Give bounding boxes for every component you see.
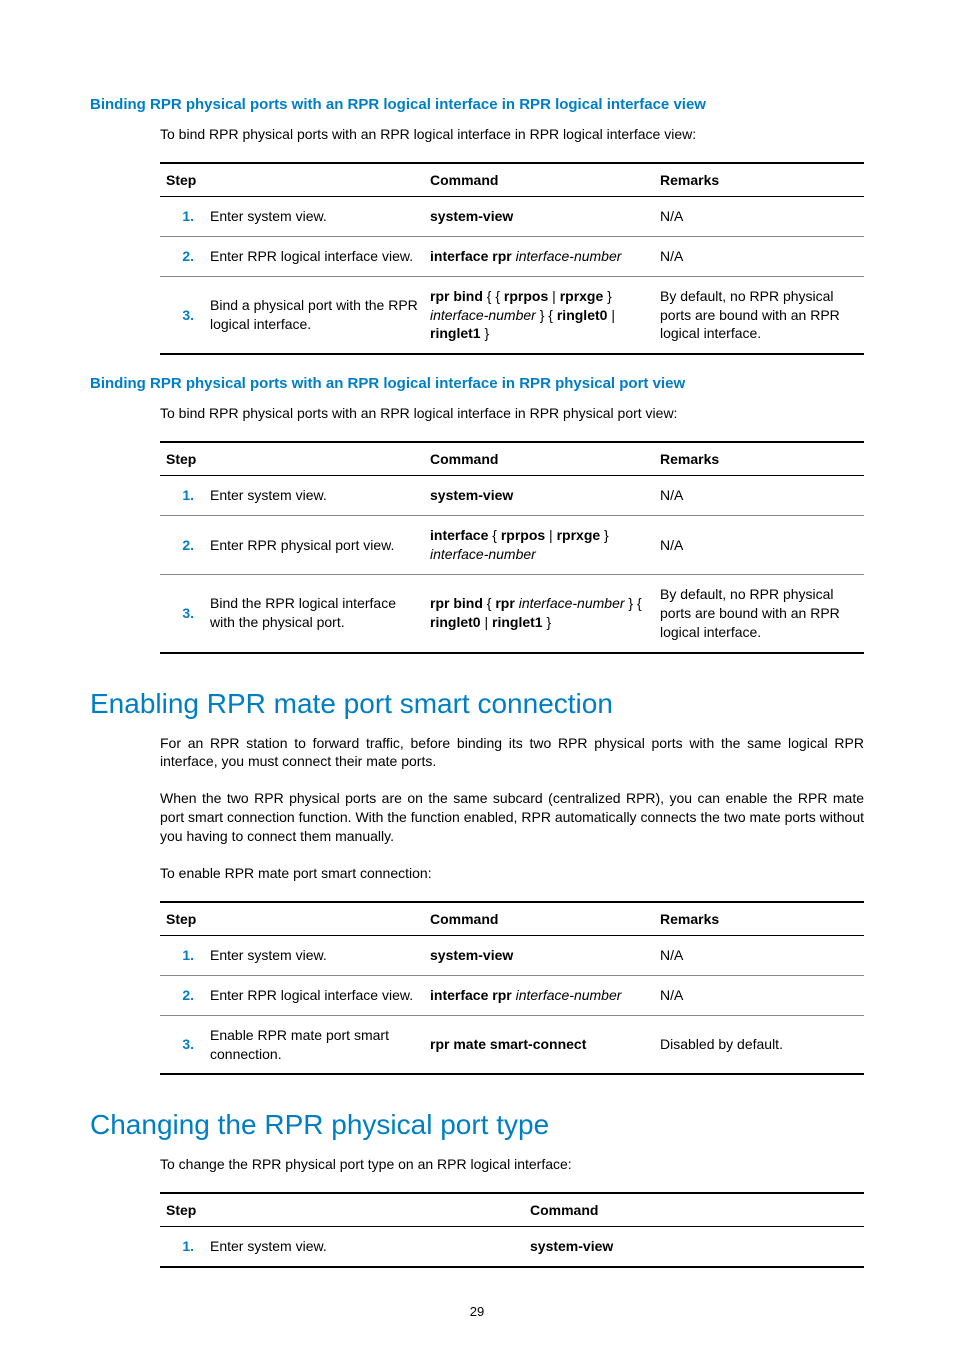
intro-port-type: To change the RPR physical port type on … xyxy=(160,1155,864,1174)
step-number: 3. xyxy=(160,574,204,652)
table-body: 1.Enter system view.system-viewN/A2.Ente… xyxy=(160,196,864,354)
command-text: system-view xyxy=(524,1227,864,1267)
table-row: 2.Enter RPR physical port view.interface… xyxy=(160,516,864,575)
table-row: 1.Enter system view.system-viewN/A xyxy=(160,196,864,236)
table-mate-port: Step Command Remarks 1.Enter system view… xyxy=(160,901,864,1076)
table-row: 1.Enter system view.system-view xyxy=(160,1227,864,1267)
remarks-text: By default, no RPR physical ports are bo… xyxy=(654,574,864,652)
remarks-text: N/A xyxy=(654,476,864,516)
command-text: system-view xyxy=(424,476,654,516)
step-text: Enter system view. xyxy=(204,476,424,516)
intro-bind-physical-view: To bind RPR physical ports with an RPR l… xyxy=(160,404,864,423)
step-text: Enter system view. xyxy=(204,196,424,236)
table-bind-logical: Step Command Remarks 1.Enter system view… xyxy=(160,162,864,355)
remarks-text: Disabled by default. xyxy=(654,1015,864,1074)
table-header-row: Step Command Remarks xyxy=(160,902,864,936)
step-text: Enable RPR mate port smart connection. xyxy=(204,1015,424,1074)
step-number: 1. xyxy=(160,476,204,516)
th-remarks: Remarks xyxy=(654,902,864,936)
step-number: 3. xyxy=(160,1015,204,1074)
table-port-type: Step Command 1.Enter system view.system-… xyxy=(160,1192,864,1268)
th-remarks: Remarks xyxy=(654,163,864,197)
table-row: 2.Enter RPR logical interface view.inter… xyxy=(160,236,864,276)
command-text: system-view xyxy=(424,196,654,236)
heading-bind-logical-view: Binding RPR physical ports with an RPR l… xyxy=(90,96,864,113)
para-mate-2: When the two RPR physical ports are on t… xyxy=(160,789,864,846)
step-text: Enter system view. xyxy=(204,935,424,975)
page-number: 29 xyxy=(90,1304,864,1319)
table-row: 3.Enable RPR mate port smart connection.… xyxy=(160,1015,864,1074)
step-number: 2. xyxy=(160,975,204,1015)
step-text: Enter RPR logical interface view. xyxy=(204,975,424,1015)
th-step: Step xyxy=(160,1193,524,1227)
command-text: rpr mate smart-connect xyxy=(424,1015,654,1074)
table-body: 1.Enter system view.system-viewN/A2.Ente… xyxy=(160,935,864,1074)
table-header-row: Step Command Remarks xyxy=(160,442,864,476)
table-body: 1.Enter system view.system-view xyxy=(160,1227,864,1267)
step-number: 3. xyxy=(160,276,204,354)
table-row: 1.Enter system view.system-viewN/A xyxy=(160,476,864,516)
command-text: rpr bind { { rprpos | rprxge } interface… xyxy=(424,276,654,354)
step-number: 2. xyxy=(160,236,204,276)
command-text: interface rpr interface-number xyxy=(424,236,654,276)
remarks-text: N/A xyxy=(654,236,864,276)
command-text: system-view xyxy=(424,935,654,975)
th-step: Step xyxy=(160,902,424,936)
step-text: Enter RPR physical port view. xyxy=(204,516,424,575)
th-step: Step xyxy=(160,163,424,197)
table-row: 1.Enter system view.system-viewN/A xyxy=(160,935,864,975)
th-command: Command xyxy=(424,902,654,936)
th-step: Step xyxy=(160,442,424,476)
th-remarks: Remarks xyxy=(654,442,864,476)
table-header-row: Step Command xyxy=(160,1193,864,1227)
step-text: Enter RPR logical interface view. xyxy=(204,236,424,276)
table-body: 1.Enter system view.system-viewN/A2.Ente… xyxy=(160,476,864,653)
step-text: Bind a physical port with the RPR logica… xyxy=(204,276,424,354)
para-mate-1: For an RPR station to forward traffic, b… xyxy=(160,734,864,772)
remarks-text: N/A xyxy=(654,975,864,1015)
th-command: Command xyxy=(424,442,654,476)
remarks-text: N/A xyxy=(654,935,864,975)
command-text: interface rpr interface-number xyxy=(424,975,654,1015)
table-bind-physical: Step Command Remarks 1.Enter system view… xyxy=(160,441,864,653)
step-number: 1. xyxy=(160,1227,204,1267)
heading-mate-port: Enabling RPR mate port smart connection xyxy=(90,688,864,720)
table-header-row: Step Command Remarks xyxy=(160,163,864,197)
remarks-text: N/A xyxy=(654,516,864,575)
step-number: 1. xyxy=(160,935,204,975)
table-row: 3.Bind a physical port with the RPR logi… xyxy=(160,276,864,354)
step-text: Enter system view. xyxy=(204,1227,524,1267)
th-command: Command xyxy=(524,1193,864,1227)
table-row: 3.Bind the RPR logical interface with th… xyxy=(160,574,864,652)
th-command: Command xyxy=(424,163,654,197)
command-text: interface { rprpos | rprxge } interface-… xyxy=(424,516,654,575)
step-text: Bind the RPR logical interface with the … xyxy=(204,574,424,652)
intro-bind-logical-view: To bind RPR physical ports with an RPR l… xyxy=(160,125,864,144)
remarks-text: N/A xyxy=(654,196,864,236)
command-text: rpr bind { rpr interface-number } { ring… xyxy=(424,574,654,652)
heading-port-type: Changing the RPR physical port type xyxy=(90,1109,864,1141)
remarks-text: By default, no RPR physical ports are bo… xyxy=(654,276,864,354)
step-number: 1. xyxy=(160,196,204,236)
table-row: 2.Enter RPR logical interface view.inter… xyxy=(160,975,864,1015)
step-number: 2. xyxy=(160,516,204,575)
para-mate-3: To enable RPR mate port smart connection… xyxy=(160,864,864,883)
heading-bind-physical-view: Binding RPR physical ports with an RPR l… xyxy=(90,375,864,392)
